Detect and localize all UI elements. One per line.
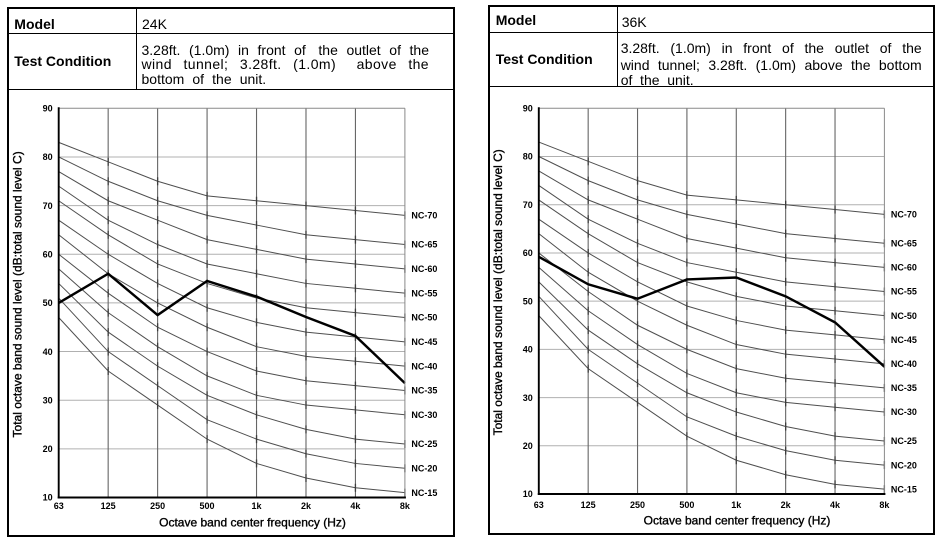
svg-text:63: 63	[54, 501, 64, 511]
svg-text:NC-65: NC-65	[891, 238, 917, 248]
svg-text:2k: 2k	[781, 500, 792, 510]
svg-text:20: 20	[43, 444, 53, 454]
svg-text:250: 250	[630, 500, 645, 510]
svg-text:50: 50	[523, 296, 533, 306]
svg-text:80: 80	[43, 152, 53, 162]
svg-text:NC-40: NC-40	[411, 361, 437, 371]
svg-text:NC-30: NC-30	[891, 407, 917, 417]
svg-text:60: 60	[523, 248, 533, 258]
svg-text:Octave band center frequency (: Octave band center frequency (Hz)	[644, 514, 831, 528]
svg-text:NC-45: NC-45	[411, 337, 437, 347]
svg-text:Total octave band sound level: Total octave band sound level (dB:total …	[491, 149, 505, 435]
svg-text:40: 40	[523, 345, 533, 355]
svg-text:Total octave band sound level: Total octave band sound level (dB:total …	[11, 151, 25, 437]
svg-text:NC-55: NC-55	[891, 287, 917, 297]
svg-text:2k: 2k	[301, 501, 312, 511]
svg-text:20: 20	[523, 441, 533, 451]
svg-text:NC-65: NC-65	[411, 240, 437, 250]
svg-text:30: 30	[43, 395, 53, 405]
svg-text:NC-60: NC-60	[891, 263, 917, 273]
svg-text:70: 70	[43, 201, 53, 211]
svg-text:10: 10	[43, 493, 53, 503]
svg-text:80: 80	[523, 152, 533, 162]
svg-text:NC-20: NC-20	[891, 460, 917, 470]
svg-text:500: 500	[200, 501, 215, 511]
svg-text:500: 500	[679, 500, 694, 510]
svg-text:1k: 1k	[731, 500, 742, 510]
svg-text:8k: 8k	[400, 501, 411, 511]
svg-text:NC-50: NC-50	[411, 313, 437, 323]
svg-text:60: 60	[43, 249, 53, 259]
svg-text:NC-20: NC-20	[411, 464, 437, 474]
svg-text:90: 90	[523, 104, 533, 114]
svg-text:NC-35: NC-35	[891, 383, 917, 393]
svg-text:NC-70: NC-70	[411, 211, 437, 221]
svg-text:NC-40: NC-40	[891, 359, 917, 369]
svg-text:NC-60: NC-60	[411, 264, 437, 274]
svg-text:NC-15: NC-15	[891, 484, 917, 494]
svg-text:NC-15: NC-15	[411, 488, 437, 498]
svg-text:10: 10	[523, 489, 533, 499]
svg-text:Octave band center frequency (: Octave band center frequency (Hz)	[159, 515, 346, 529]
svg-text:NC-55: NC-55	[411, 288, 437, 298]
svg-text:4k: 4k	[350, 501, 361, 511]
svg-text:8k: 8k	[879, 500, 890, 510]
svg-text:NC-70: NC-70	[891, 210, 917, 220]
svg-text:125: 125	[581, 500, 596, 510]
svg-text:50: 50	[43, 298, 53, 308]
svg-text:4k: 4k	[830, 500, 841, 510]
svg-text:40: 40	[43, 347, 53, 357]
svg-text:1k: 1k	[252, 501, 263, 511]
svg-text:NC-25: NC-25	[891, 436, 917, 446]
svg-text:30: 30	[523, 393, 533, 403]
svg-text:70: 70	[523, 200, 533, 210]
svg-text:NC-30: NC-30	[411, 410, 437, 420]
svg-text:63: 63	[534, 500, 544, 510]
svg-text:125: 125	[101, 501, 116, 511]
svg-text:NC-45: NC-45	[891, 335, 917, 345]
svg-text:90: 90	[43, 104, 53, 114]
svg-text:250: 250	[150, 501, 165, 511]
svg-text:NC-25: NC-25	[411, 439, 437, 449]
svg-text:NC-50: NC-50	[891, 311, 917, 321]
svg-text:NC-35: NC-35	[411, 386, 437, 396]
